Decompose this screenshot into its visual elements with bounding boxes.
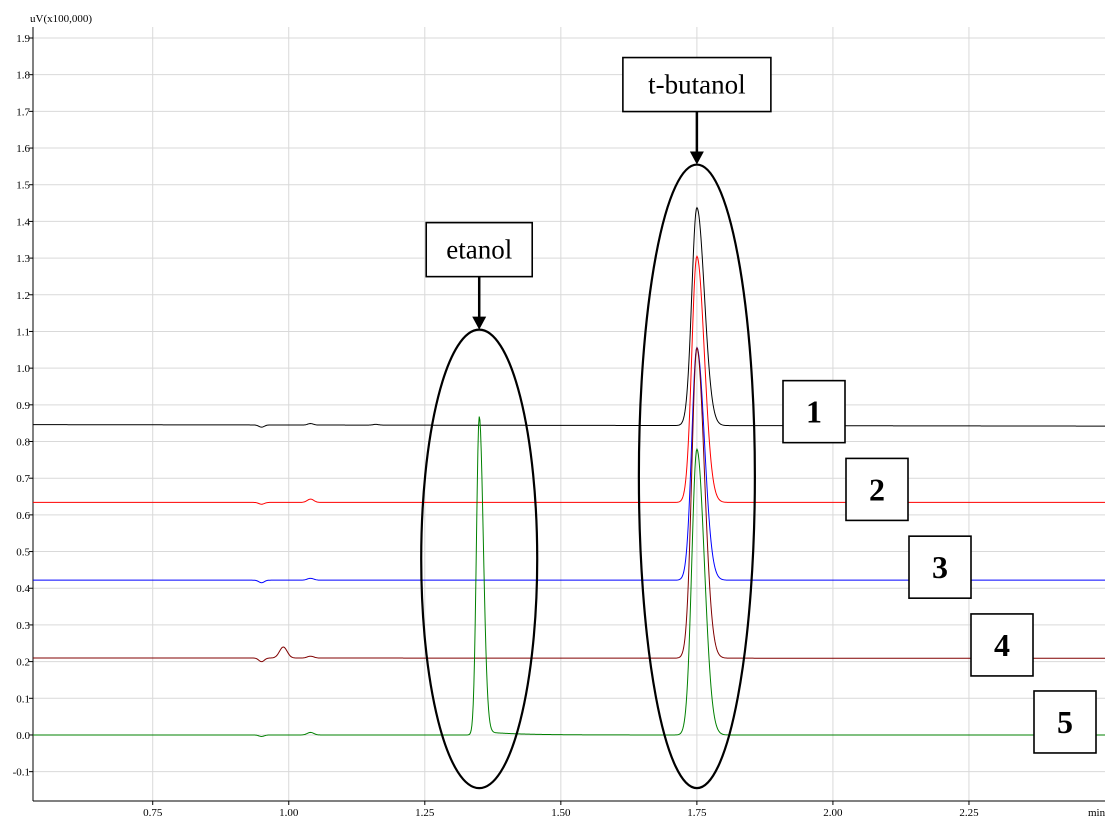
series-line-2	[33, 255, 1105, 505]
series-label-1: 1	[806, 394, 822, 430]
x-tick-labels: 0.75 1.00 1.25 1.50 1.75 2.00 2.25	[143, 807, 979, 819]
x-axis-label: min	[1088, 807, 1105, 819]
series-label-box-3	[908, 535, 972, 599]
y-tick-label: 1.3	[16, 253, 30, 265]
series-line-5	[33, 416, 1105, 737]
series-label-2: 2	[869, 471, 885, 507]
grid-lines	[33, 27, 1105, 801]
x-tick-label: 0.75	[143, 807, 163, 819]
axes	[29, 27, 1105, 805]
x-tick-label: 2.25	[959, 807, 979, 819]
y-tick-label: 0.4	[16, 583, 30, 595]
y-tick-label: 1.4	[16, 216, 30, 228]
series-label-box-4	[970, 613, 1034, 677]
annotation-box-t-butanol	[622, 56, 772, 113]
y-tick-labels: -0.1 0.0 0.1 0.2 0.3 0.4 0.5 0.6 0.7 0.8 0.9 1.0 1.1…	[13, 33, 31, 779]
y-tick-label: -0.1	[13, 767, 30, 779]
y-tick-label: 0.5	[16, 547, 30, 559]
series-label-3: 3	[932, 549, 948, 585]
annotation-arrow-head	[689, 151, 704, 165]
series-lines	[33, 206, 1105, 737]
y-axis-label: uV(x100,000)	[30, 13, 92, 25]
y-tick-label: 1.2	[16, 290, 30, 302]
y-tick-label: 1.7	[16, 106, 30, 118]
y-tick-label: 0.0	[16, 730, 30, 742]
y-tick-label: 1.1	[16, 326, 30, 338]
x-tick-label: 2.00	[823, 807, 843, 819]
series-label-4: 4	[994, 627, 1010, 663]
y-tick-label: 0.9	[16, 400, 30, 412]
peak-ellipse-etanol	[420, 328, 539, 790]
y-tick-label: 1.8	[16, 70, 30, 82]
peak-ellipse-t-butanol	[637, 163, 756, 790]
y-tick-label: 0.3	[16, 620, 30, 632]
y-tick-label: 0.8	[16, 437, 30, 449]
series-line-1	[33, 206, 1105, 428]
x-tick-label: 1.00	[279, 807, 299, 819]
annotation-arrow-head	[472, 316, 487, 330]
x-tick-label: 1.75	[687, 807, 707, 819]
series-label-5: 5	[1057, 704, 1073, 740]
y-tick-label: 1.6	[16, 143, 30, 155]
y-tick-label: 0.6	[16, 510, 30, 522]
series-line-4	[33, 346, 1105, 663]
series-label-box-1	[782, 379, 846, 444]
y-tick-label: 0.2	[16, 657, 30, 669]
annotation-box-etanol	[425, 221, 534, 278]
annotation-label-etanol: etanol	[446, 235, 512, 265]
y-tick-label: 1.0	[16, 363, 30, 375]
series-label-box-2	[845, 457, 909, 522]
y-tick-label: 1.5	[16, 180, 30, 192]
annotation-label-t-butanol: t-butanol	[648, 70, 745, 100]
y-tick-label: 0.1	[16, 693, 30, 705]
y-tick-label: 0.7	[16, 473, 30, 485]
y-tick-label: 1.9	[16, 33, 30, 45]
x-tick-label: 1.50	[551, 807, 571, 819]
series-label-box-5	[1033, 690, 1097, 754]
annotations: etanol t-butanol	[420, 56, 772, 790]
series-number-labels: 1 2 3 4 5	[782, 379, 1097, 754]
x-tick-label: 1.25	[415, 807, 435, 819]
